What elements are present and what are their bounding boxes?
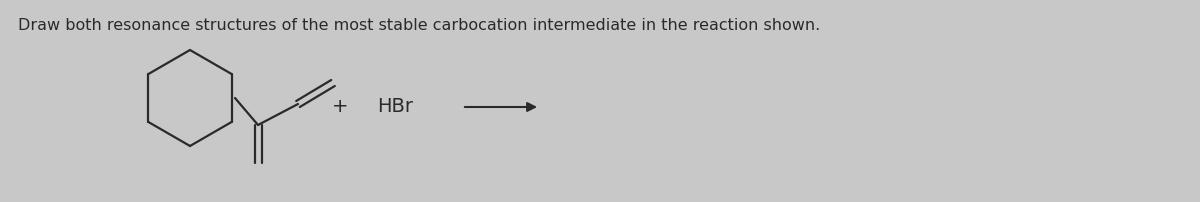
Text: +: + xyxy=(331,98,348,117)
Text: Draw both resonance structures of the most stable carbocation intermediate in th: Draw both resonance structures of the mo… xyxy=(18,18,821,33)
Text: HBr: HBr xyxy=(377,98,413,117)
